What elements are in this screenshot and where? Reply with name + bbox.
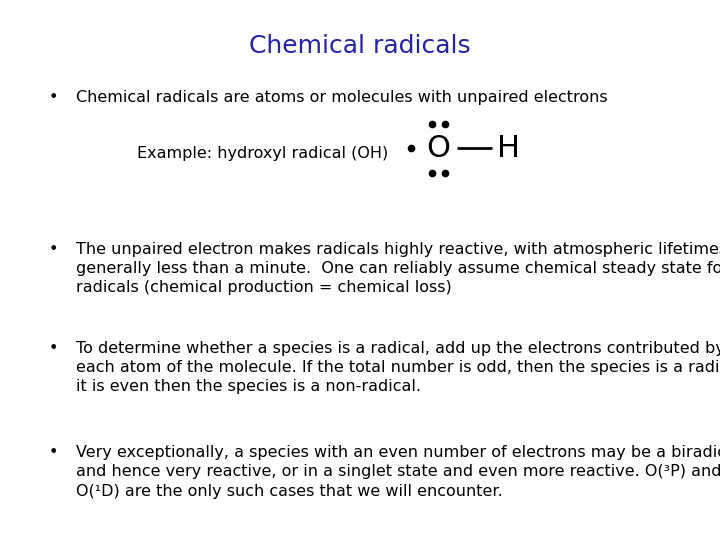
Text: •: • <box>49 90 58 105</box>
Text: •: • <box>49 242 58 257</box>
Text: O: O <box>426 134 450 163</box>
Text: To determine whether a species is a radical, add up the electrons contributed by: To determine whether a species is a radi… <box>76 341 720 394</box>
Text: The unpaired electron makes radicals highly reactive, with atmospheric lifetimes: The unpaired electron makes radicals hig… <box>76 242 720 295</box>
Text: Chemical radicals are atoms or molecules with unpaired electrons: Chemical radicals are atoms or molecules… <box>76 90 608 105</box>
Text: Very exceptionally, a species with an even number of electrons may be a biradica: Very exceptionally, a species with an ev… <box>76 445 720 498</box>
Text: Chemical radicals: Chemical radicals <box>249 34 471 58</box>
Text: H: H <box>498 134 521 163</box>
Text: •: • <box>49 341 58 356</box>
Text: Example: hydroxyl radical (OH): Example: hydroxyl radical (OH) <box>137 146 388 161</box>
Text: •: • <box>49 445 58 460</box>
